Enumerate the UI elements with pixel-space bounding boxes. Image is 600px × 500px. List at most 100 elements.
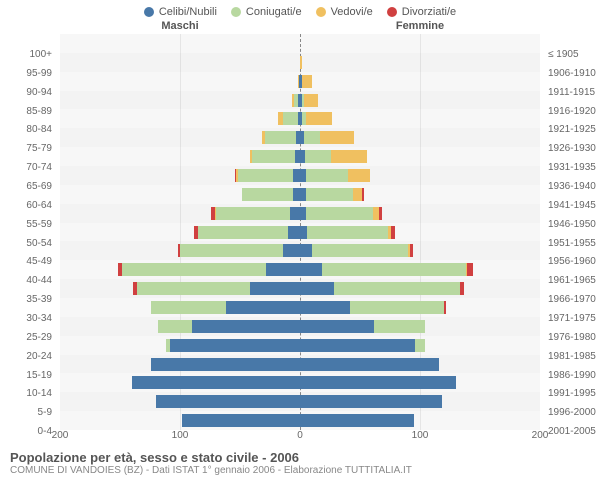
pyramid-row xyxy=(60,355,540,374)
age-label: 0-4 xyxy=(0,423,56,442)
pyramid-row xyxy=(60,298,540,317)
bar-female xyxy=(300,226,540,239)
bar-female xyxy=(300,244,540,257)
legend-label: Celibi/Nubili xyxy=(159,6,217,18)
footer: Popolazione per età, sesso e stato civil… xyxy=(0,446,600,476)
pyramid-row xyxy=(60,109,540,128)
year-label: 1941-1945 xyxy=(544,197,600,216)
pyramid-row xyxy=(60,260,540,279)
bar-male xyxy=(60,75,300,88)
footer-sub: COMUNE DI VANDOIES (BZ) - Dati ISTAT 1° … xyxy=(10,465,590,476)
x-tick: 100 xyxy=(412,430,429,441)
bar-female xyxy=(300,301,540,314)
bar-female xyxy=(300,112,540,125)
pyramid-row xyxy=(60,147,540,166)
bar-male xyxy=(60,376,300,389)
bar-male xyxy=(60,244,300,257)
year-label: 1921-1925 xyxy=(544,121,600,140)
bar-female xyxy=(300,75,540,88)
bar-male xyxy=(60,301,300,314)
age-label: 10-14 xyxy=(0,385,56,404)
bar-female xyxy=(300,358,540,371)
bar-male xyxy=(60,282,300,295)
header-female: Femmine xyxy=(300,20,540,32)
pyramid-row xyxy=(60,53,540,72)
bar-male xyxy=(60,339,300,352)
x-tick: 200 xyxy=(52,430,69,441)
age-label: 15-19 xyxy=(0,367,56,386)
pyramid-row xyxy=(60,223,540,242)
bar-male xyxy=(60,320,300,333)
legend-swatch xyxy=(316,7,326,17)
bar-female xyxy=(300,414,540,427)
age-label: 20-24 xyxy=(0,348,56,367)
bar-male xyxy=(60,37,300,50)
bar-male xyxy=(60,358,300,371)
pyramid-row xyxy=(60,373,540,392)
year-label: 1956-1960 xyxy=(544,253,600,272)
pyramid-row xyxy=(60,317,540,336)
year-label: 1966-1970 xyxy=(544,291,600,310)
pyramid-row xyxy=(60,411,540,430)
pyramid-row xyxy=(60,72,540,91)
year-label: 1946-1950 xyxy=(544,216,600,235)
year-label: 1981-1985 xyxy=(544,348,600,367)
bar-female xyxy=(300,376,540,389)
legend-item: Celibi/Nubili xyxy=(144,6,217,18)
legend-swatch xyxy=(144,7,154,17)
legend-label: Coniugati/e xyxy=(246,6,302,18)
year-label: 1911-1915 xyxy=(544,84,600,103)
age-label: 75-79 xyxy=(0,140,56,159)
year-label: 1996-2000 xyxy=(544,404,600,423)
bar-male xyxy=(60,188,300,201)
age-label: 55-59 xyxy=(0,216,56,235)
year-label: 1916-1920 xyxy=(544,103,600,122)
bar-female xyxy=(300,56,540,69)
age-label: 100+ xyxy=(0,46,56,65)
year-label: 1931-1935 xyxy=(544,159,600,178)
age-label: 95-99 xyxy=(0,65,56,84)
bar-male xyxy=(60,414,300,427)
x-tick: 100 xyxy=(172,430,189,441)
bar-male xyxy=(60,226,300,239)
footer-title: Popolazione per età, sesso e stato civil… xyxy=(10,450,590,465)
age-label: 40-44 xyxy=(0,272,56,291)
pyramid-row xyxy=(60,185,540,204)
age-label: 85-89 xyxy=(0,103,56,122)
bar-female xyxy=(300,339,540,352)
rows xyxy=(60,34,540,430)
pyramid-row xyxy=(60,34,540,53)
chart-area xyxy=(60,34,540,430)
legend-item: Divorziati/e xyxy=(387,6,456,18)
pyramid-row xyxy=(60,279,540,298)
age-label: 70-74 xyxy=(0,159,56,178)
year-label: 1991-1995 xyxy=(544,385,600,404)
age-label: 25-29 xyxy=(0,329,56,348)
legend-item: Coniugati/e xyxy=(231,6,302,18)
bar-female xyxy=(300,169,540,182)
pyramid-row xyxy=(60,128,540,147)
bar-female xyxy=(300,395,540,408)
pyramid-row xyxy=(60,241,540,260)
age-label: 5-9 xyxy=(0,404,56,423)
bar-female xyxy=(300,131,540,144)
year-label: ≤ 1905 xyxy=(544,46,600,65)
axis-title-left: Fasce di età xyxy=(0,166,2,226)
bar-male xyxy=(60,150,300,163)
age-label: 45-49 xyxy=(0,253,56,272)
pyramid-row xyxy=(60,204,540,223)
bar-male xyxy=(60,263,300,276)
year-label: 1961-1965 xyxy=(544,272,600,291)
legend-label: Vedovi/e xyxy=(331,6,373,18)
y-left-labels: 100+95-9990-9485-8980-8475-7970-7465-696… xyxy=(0,46,56,442)
bar-male xyxy=(60,112,300,125)
x-ticks: 2001000100200 xyxy=(60,430,540,446)
age-label: 90-94 xyxy=(0,84,56,103)
column-headers: Maschi Femmine xyxy=(0,20,600,34)
year-label: 1986-1990 xyxy=(544,367,600,386)
legend-item: Vedovi/e xyxy=(316,6,373,18)
year-label: 1936-1940 xyxy=(544,178,600,197)
year-label: 2001-2005 xyxy=(544,423,600,442)
bar-male xyxy=(60,56,300,69)
bar-female xyxy=(300,37,540,50)
